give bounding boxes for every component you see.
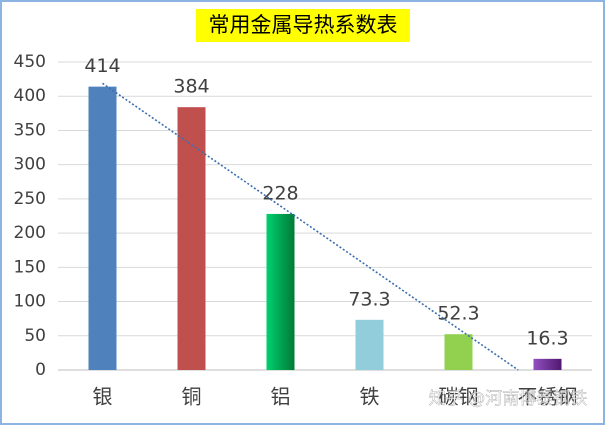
bar xyxy=(444,334,473,370)
y-tick-label: 200 xyxy=(14,223,46,243)
x-tick-label: 不锈钢 xyxy=(518,385,578,409)
y-tick-label: 150 xyxy=(14,257,46,277)
y-tick-label: 250 xyxy=(14,189,46,209)
value-label: 73.3 xyxy=(348,288,390,310)
bar xyxy=(88,86,117,370)
x-tick-label: 银 xyxy=(93,385,113,409)
bar xyxy=(177,107,206,370)
y-tick-label: 350 xyxy=(14,120,46,140)
y-tick-label: 400 xyxy=(14,86,46,106)
value-label: 52.3 xyxy=(437,303,479,325)
value-label: 16.3 xyxy=(526,327,568,349)
y-tick-label: 300 xyxy=(14,155,46,175)
x-tick-label: 铝 xyxy=(271,385,291,409)
y-tick-label: 100 xyxy=(14,292,46,312)
bar xyxy=(355,319,384,370)
y-tick-label: 0 xyxy=(35,360,46,380)
x-tick-label: 铜 xyxy=(182,385,202,409)
bar xyxy=(533,358,562,370)
value-label: 228 xyxy=(262,182,298,204)
x-tick-label: 碳钢 xyxy=(439,385,479,409)
value-label: 384 xyxy=(173,76,209,98)
title-highlight xyxy=(196,9,410,42)
y-tick-label: 50 xyxy=(24,326,46,346)
trendline xyxy=(102,82,519,371)
value-label: 414 xyxy=(84,55,120,77)
bar xyxy=(266,213,295,370)
y-tick-label: 450 xyxy=(14,52,46,72)
chart-title: 常用金属导热系数表 xyxy=(209,13,398,37)
watermark: 知乎 @河南博泰钢铁 xyxy=(429,389,587,409)
x-tick-label: 铁 xyxy=(360,385,380,409)
